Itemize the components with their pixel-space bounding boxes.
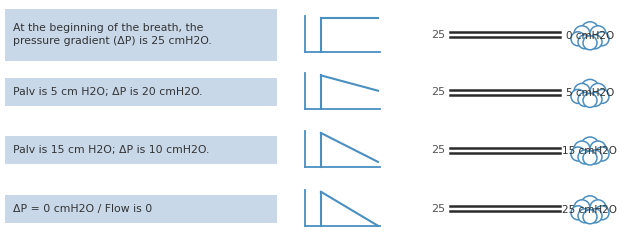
- Text: 25: 25: [431, 204, 445, 214]
- Text: Flow: Flow: [307, 0, 335, 1]
- Circle shape: [571, 90, 585, 103]
- Circle shape: [574, 141, 590, 157]
- Text: 25: 25: [431, 30, 445, 40]
- Circle shape: [578, 209, 592, 223]
- Circle shape: [571, 206, 585, 220]
- FancyBboxPatch shape: [5, 136, 277, 164]
- Circle shape: [583, 36, 597, 50]
- Circle shape: [574, 26, 590, 42]
- Circle shape: [583, 151, 597, 165]
- Circle shape: [590, 200, 606, 216]
- Text: 0 cmH2O: 0 cmH2O: [566, 31, 614, 41]
- Circle shape: [590, 26, 606, 42]
- Circle shape: [578, 92, 592, 106]
- Circle shape: [595, 206, 609, 220]
- Text: At the beginning of the breath, the
pressure gradient (ΔP) is 25 cmH2O.: At the beginning of the breath, the pres…: [13, 23, 212, 46]
- FancyBboxPatch shape: [5, 78, 277, 106]
- Text: 25: 25: [431, 145, 445, 155]
- Circle shape: [574, 200, 590, 216]
- Circle shape: [595, 147, 609, 161]
- Circle shape: [571, 32, 585, 46]
- Text: Palv is 15 cm H2O; ΔP is 10 cmH2O.: Palv is 15 cm H2O; ΔP is 10 cmH2O.: [13, 145, 209, 155]
- Text: 25 cmH2O: 25 cmH2O: [563, 205, 618, 215]
- Circle shape: [581, 137, 599, 155]
- Circle shape: [583, 210, 597, 224]
- Circle shape: [583, 93, 597, 108]
- Circle shape: [588, 92, 602, 106]
- Circle shape: [571, 147, 585, 161]
- Circle shape: [595, 32, 609, 46]
- Text: 5 cmH2O: 5 cmH2O: [566, 88, 614, 98]
- Circle shape: [578, 35, 592, 49]
- Circle shape: [574, 84, 590, 99]
- Circle shape: [581, 22, 599, 40]
- Circle shape: [578, 150, 592, 164]
- Circle shape: [581, 196, 599, 214]
- Text: Palv is 5 cm H2O; ΔP is 20 cmH2O.: Palv is 5 cm H2O; ΔP is 20 cmH2O.: [13, 87, 202, 97]
- Circle shape: [590, 84, 606, 99]
- FancyBboxPatch shape: [5, 195, 277, 223]
- Circle shape: [588, 150, 602, 164]
- FancyBboxPatch shape: [5, 9, 277, 61]
- Text: 15 cmH2O: 15 cmH2O: [563, 146, 618, 156]
- Text: ΔP = 0 cmH2O / Flow is 0: ΔP = 0 cmH2O / Flow is 0: [13, 204, 152, 214]
- Text: 25: 25: [431, 87, 445, 97]
- Circle shape: [581, 79, 599, 97]
- Circle shape: [588, 209, 602, 223]
- Circle shape: [588, 35, 602, 49]
- Circle shape: [595, 90, 609, 103]
- Circle shape: [590, 141, 606, 157]
